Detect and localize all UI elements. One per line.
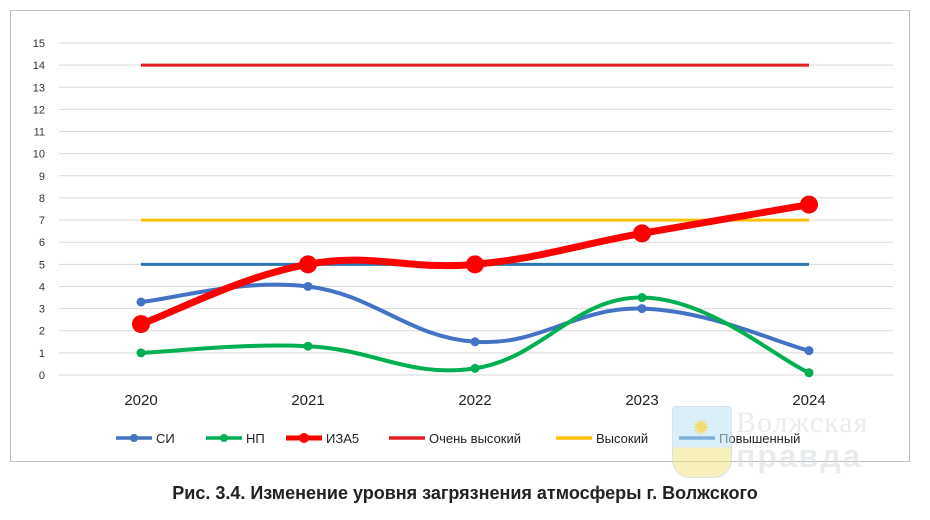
watermark-logo: ✹ Волжская правда	[672, 406, 922, 484]
data-point	[303, 281, 313, 291]
data-point	[466, 255, 484, 274]
y-tick-label: 1	[39, 348, 45, 360]
y-tick-label: 3	[39, 304, 45, 316]
y-tick-label: 6	[39, 237, 45, 249]
legend-marker	[220, 434, 228, 442]
y-tick-label: 14	[33, 60, 45, 72]
y-tick-label: 2	[39, 326, 45, 338]
x-axis-ticks: 2020 2021 2022 2023 2024	[124, 392, 825, 409]
legend-marker	[130, 434, 138, 442]
y-tick-label: 7	[39, 215, 45, 227]
legend-label: СИ	[156, 431, 175, 446]
data-point	[470, 337, 480, 347]
data-point	[637, 304, 647, 314]
y-tick-label: 4	[39, 281, 45, 293]
y-tick-label: 9	[39, 171, 45, 183]
x-tick-label: 2020	[124, 392, 157, 409]
data-point	[303, 341, 313, 351]
x-tick-label: 2024	[792, 392, 825, 409]
data-point	[299, 255, 317, 274]
x-tick-label: 2022	[458, 392, 491, 409]
series-lines	[132, 63, 818, 378]
data-point	[804, 368, 814, 378]
city-emblem-icon: ✹	[672, 406, 732, 478]
y-tick-label: 8	[39, 193, 45, 205]
data-point	[800, 195, 818, 214]
y-tick-label: 10	[33, 149, 45, 161]
y-tick-label: 12	[33, 104, 45, 116]
legend-label: Высокий	[596, 431, 648, 446]
data-point	[804, 346, 814, 356]
legend-item: СИ	[116, 431, 175, 446]
series-3	[132, 195, 818, 334]
legend-label: НП	[246, 431, 265, 446]
chart-frame: 0 1 2 3 4 5 6 7 8 9 10 11 12 13 14 15 2020 2021 2022 2023 2…	[10, 10, 910, 462]
data-point	[637, 293, 647, 303]
watermark-text-2: правда	[736, 438, 863, 474]
x-tick-label: 2021	[291, 392, 324, 409]
series-2	[136, 293, 814, 378]
series-1	[136, 281, 814, 356]
legend-marker	[299, 433, 309, 443]
data-point	[633, 224, 651, 243]
data-point	[136, 297, 146, 307]
legend-label: Очень высокий	[429, 431, 521, 446]
data-point	[132, 315, 150, 334]
data-point	[470, 363, 480, 373]
y-tick-label: 0	[39, 370, 45, 382]
legend-label: ИЗА5	[326, 431, 359, 446]
y-tick-label: 5	[39, 259, 45, 271]
y-tick-label: 11	[34, 127, 45, 139]
y-tick-label: 13	[33, 82, 45, 94]
legend-item: Высокий	[556, 431, 648, 446]
y-tick-label: 15	[33, 38, 45, 50]
legend-label: Повышенный	[719, 431, 800, 446]
x-tick-label: 2023	[625, 392, 658, 409]
data-point	[136, 348, 146, 358]
watermark-text-1: Волжская	[736, 406, 869, 439]
figure-caption: Рис. 3.4. Изменение уровня загрязнения а…	[172, 483, 758, 503]
legend-item: ИЗА5	[286, 431, 359, 446]
legend-item: НП	[206, 431, 265, 446]
legend-item: Очень высокий	[389, 431, 521, 446]
